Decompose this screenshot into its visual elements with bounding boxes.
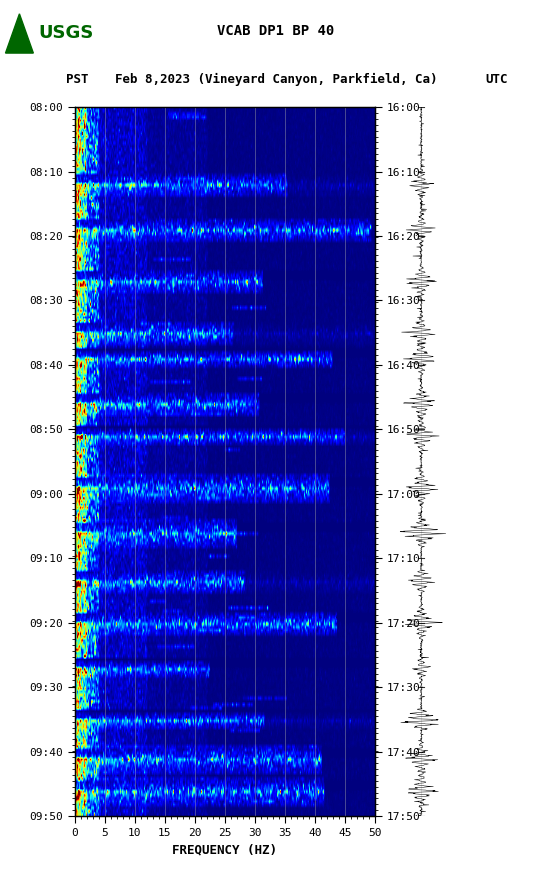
- Text: VCAB DP1 BP 40: VCAB DP1 BP 40: [217, 23, 335, 37]
- Text: PST: PST: [66, 73, 89, 86]
- X-axis label: FREQUENCY (HZ): FREQUENCY (HZ): [172, 844, 278, 856]
- Text: Feb 8,2023 (Vineyard Canyon, Parkfield, Ca): Feb 8,2023 (Vineyard Canyon, Parkfield, …: [115, 73, 437, 87]
- Polygon shape: [6, 13, 33, 54]
- Text: UTC: UTC: [486, 73, 508, 86]
- Text: USGS: USGS: [38, 24, 93, 43]
